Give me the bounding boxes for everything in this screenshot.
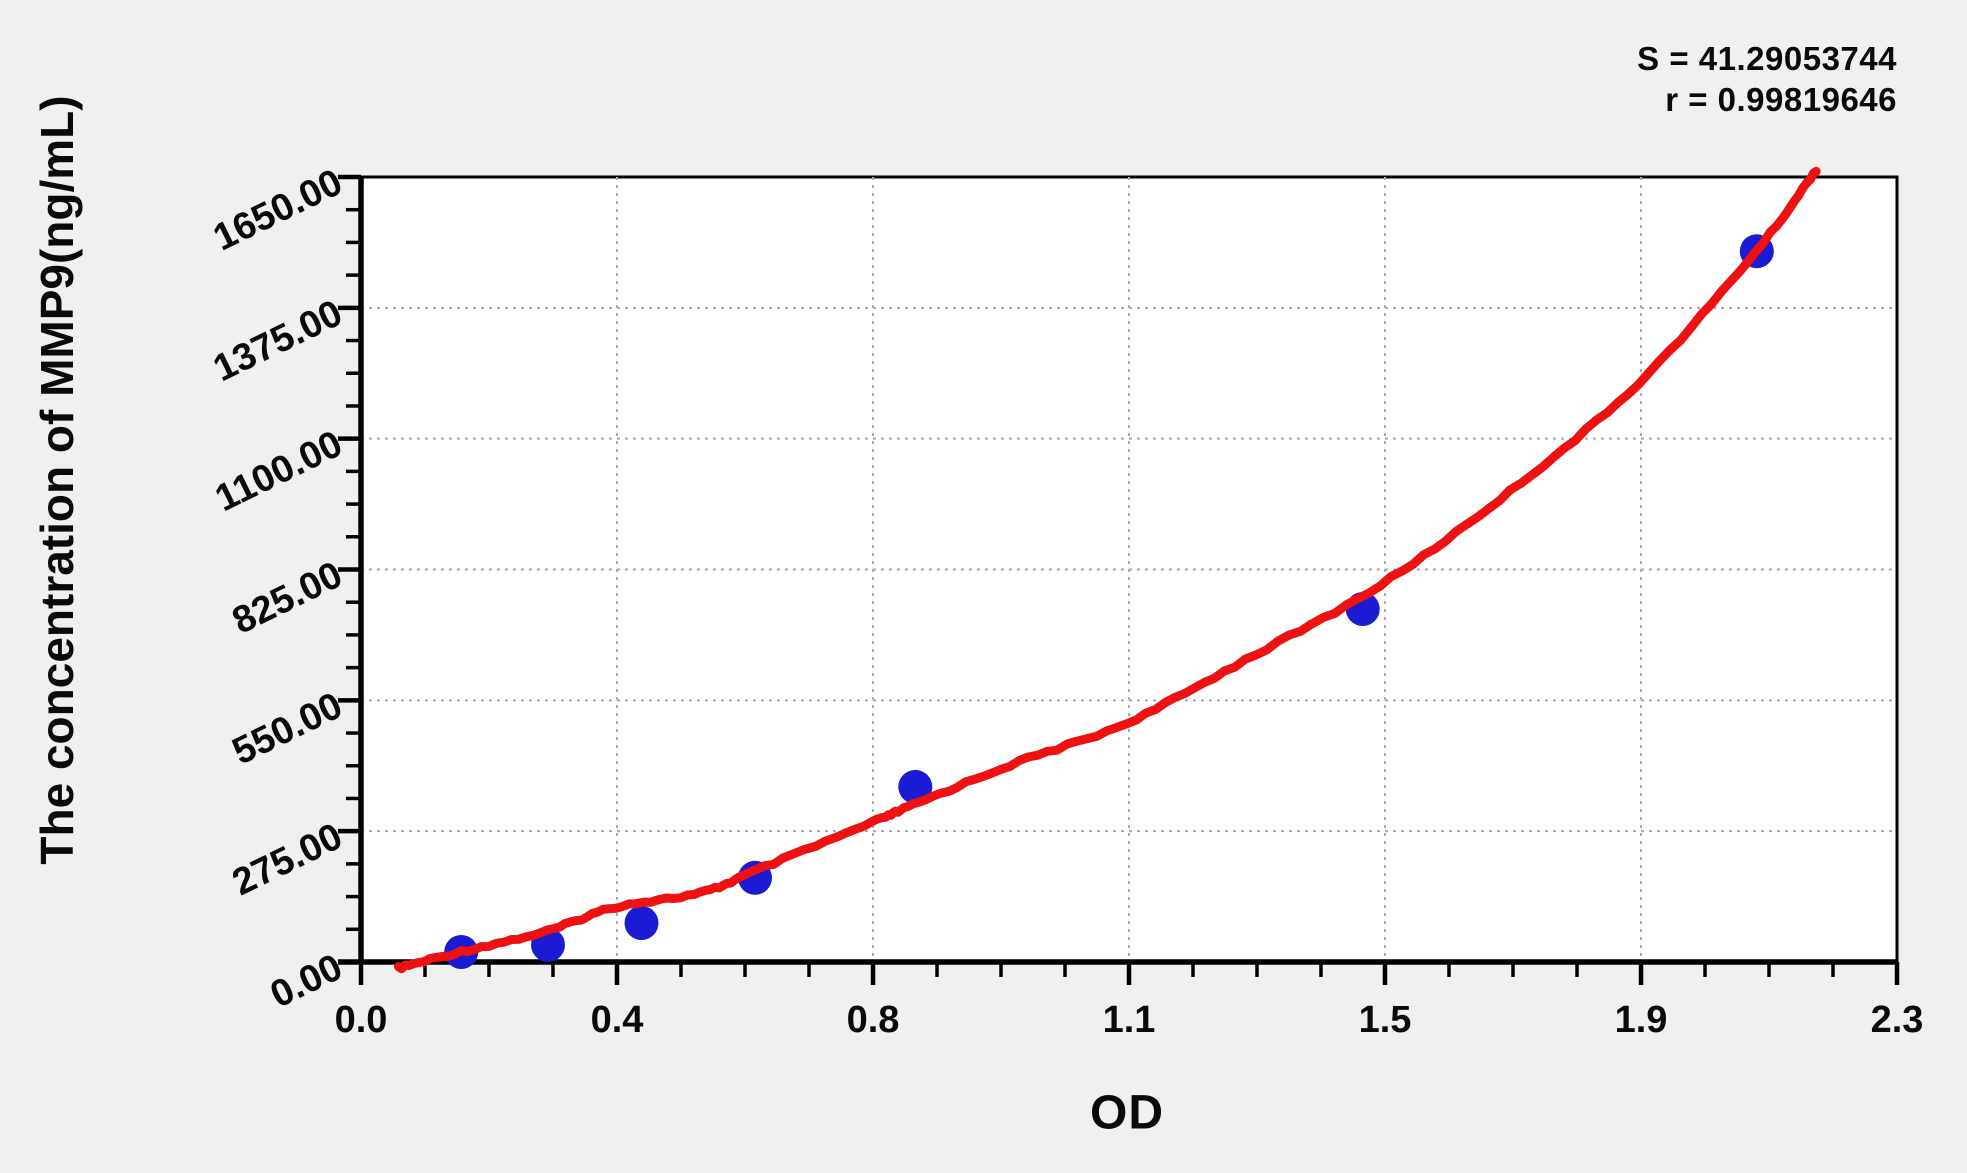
fit-curve xyxy=(393,166,1821,974)
x-tick-label: 2.3 xyxy=(1871,999,1924,1041)
y-tick-label: 275.00 xyxy=(226,816,349,905)
x-tick-label: 0.0 xyxy=(335,999,388,1041)
stat-r-value: r = 0.99819646 xyxy=(1665,81,1897,119)
x-tick-label: 1.1 xyxy=(1103,999,1156,1041)
x-tick-label: 1.9 xyxy=(1615,999,1668,1041)
y-tick-label: 825.00 xyxy=(226,554,349,643)
x-tick-label: 0.8 xyxy=(847,999,900,1041)
data-point xyxy=(624,906,659,940)
y-tick-label: 550.00 xyxy=(226,685,349,774)
data-point xyxy=(898,769,933,804)
x-axis-title: OD xyxy=(1090,1086,1164,1140)
x-tick-label: 0.4 xyxy=(591,999,644,1041)
y-axis-title: The concentration of MMP9(ng/mL) xyxy=(31,95,83,865)
stat-s-value: S = 41.29053744 xyxy=(1637,40,1897,77)
y-tick-label: 1375.00 xyxy=(207,292,349,390)
y-tick-label: 1650.00 xyxy=(207,161,349,259)
stats-annotation: S = 41.29053744 r = 0.99819646 xyxy=(1637,38,1897,121)
y-tick-label: 1100.00 xyxy=(209,423,349,520)
x-tick-label: 1.5 xyxy=(1359,999,1412,1041)
